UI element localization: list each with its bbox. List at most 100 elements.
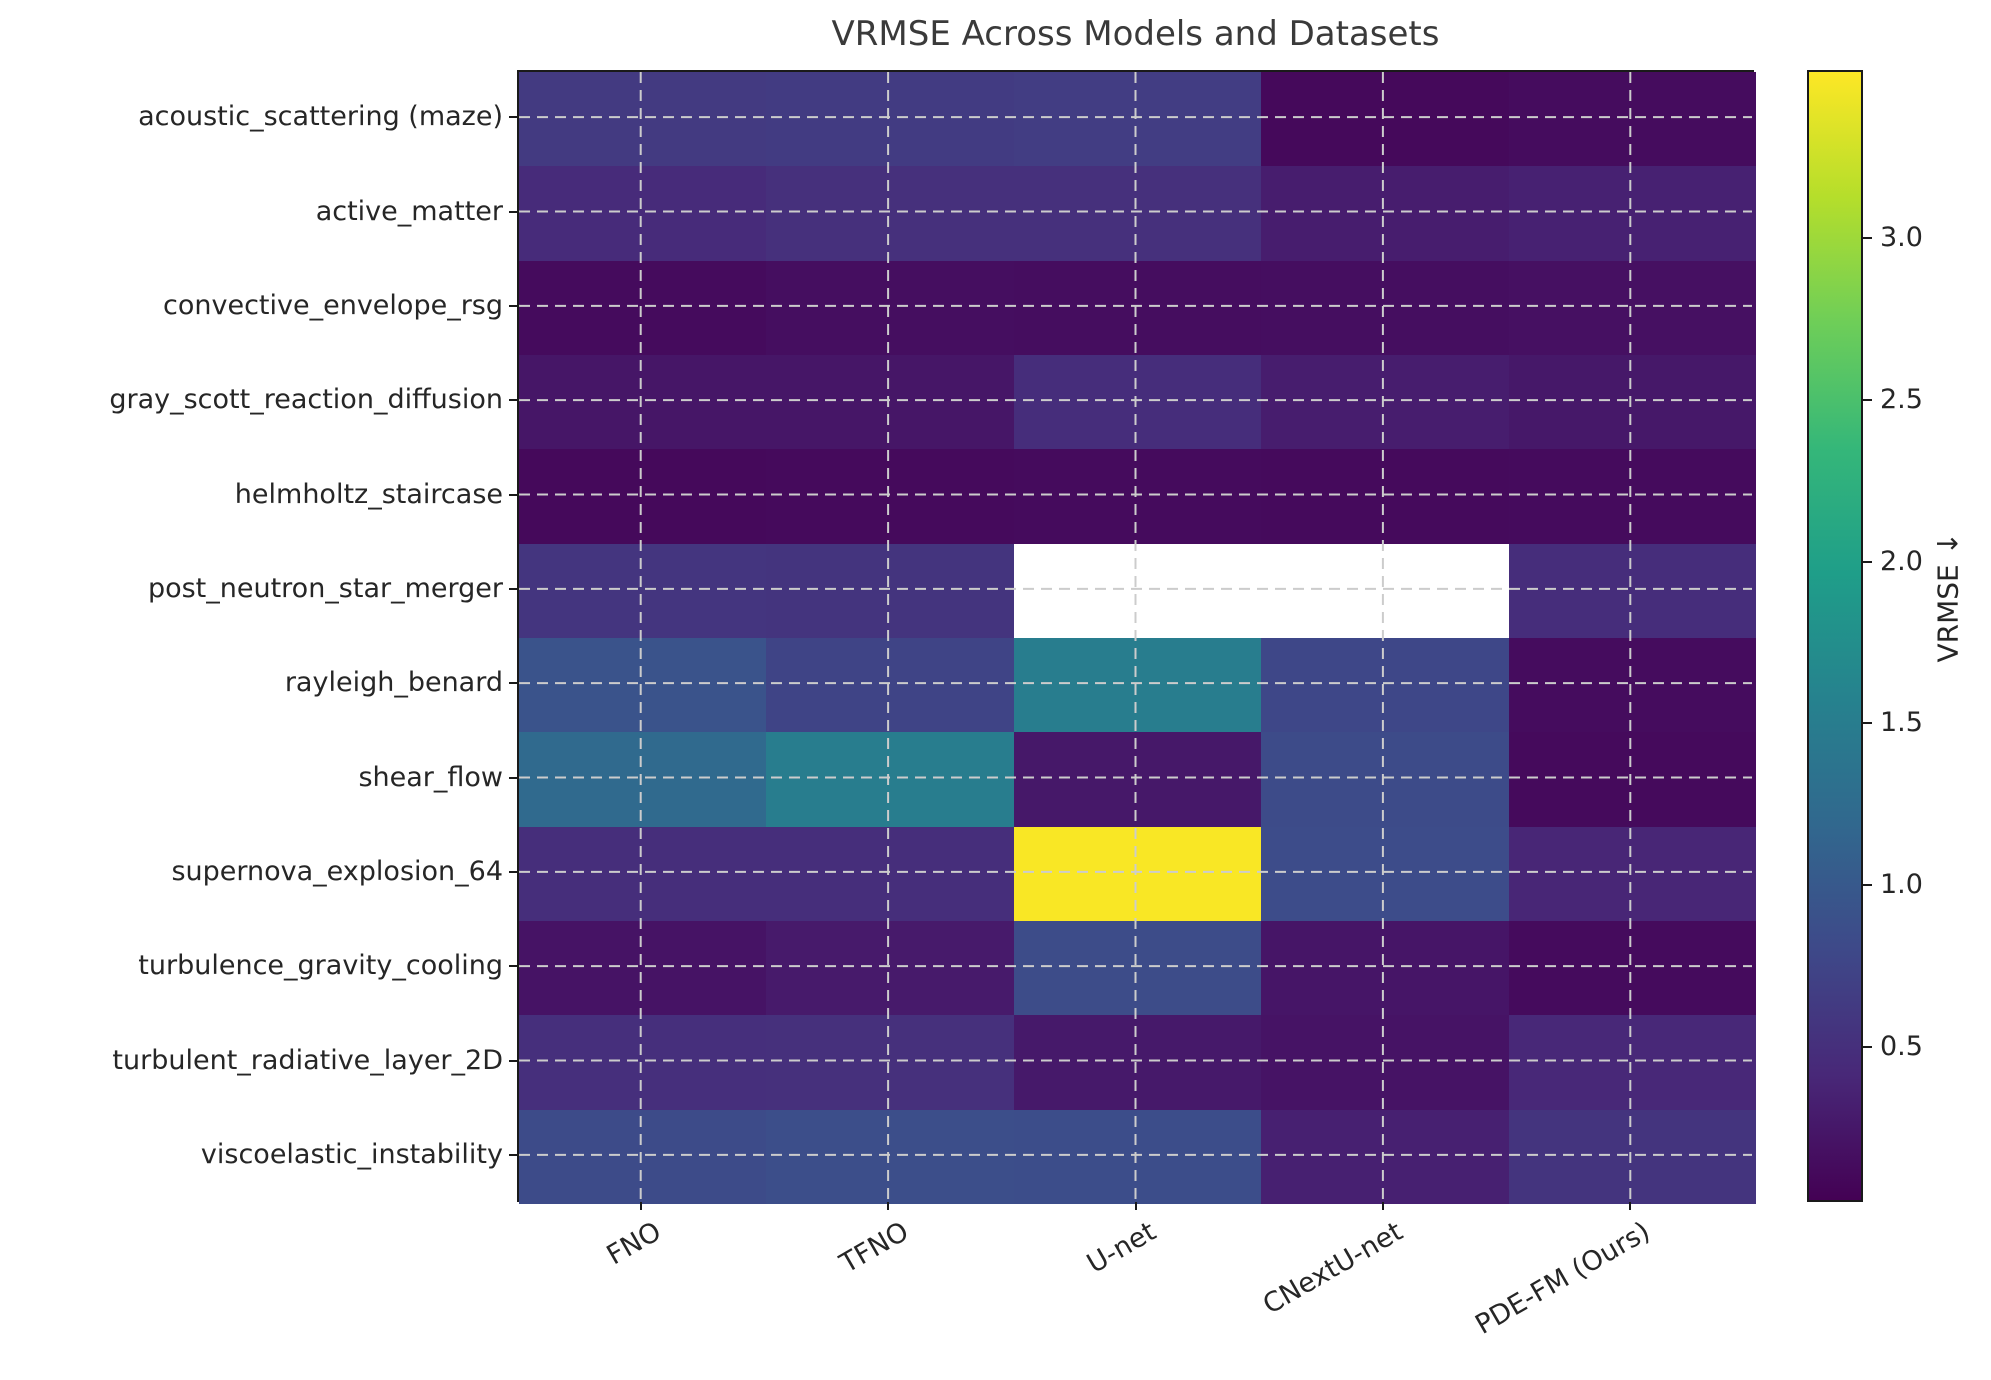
chart-title: VRMSE Across Models and Datasets: [831, 14, 1440, 54]
y-tick-label: rayleigh_benard: [284, 667, 503, 699]
heatmap-cell: [1261, 921, 1510, 1016]
heatmap-cell: [1261, 166, 1510, 262]
heatmap-cell: [1261, 543, 1510, 639]
heatmap-cell: [1013, 1015, 1262, 1111]
y-tick-label: turbulent_radiative_layer_2D: [112, 1044, 503, 1076]
heatmap-cell: [766, 826, 1015, 922]
heatmap-cell: [1013, 355, 1262, 450]
y-axis-tick: [509, 493, 517, 496]
heatmap-cell: [1261, 732, 1510, 828]
heatmap-cell: [766, 1015, 1015, 1111]
y-axis-tick: [509, 116, 517, 119]
heatmap-cell: [1013, 921, 1262, 1016]
x-tick-label: FNO: [601, 1216, 667, 1272]
colorbar-tick-label: 1.5: [1880, 707, 1923, 739]
heatmap-cell: [766, 1109, 1015, 1205]
heatmap-cell: [1013, 449, 1262, 545]
y-axis-tick: [509, 682, 517, 685]
y-axis-tick: [509, 210, 517, 213]
colorbar-tick: [1863, 884, 1872, 887]
colorbar-tick-label: 0.5: [1880, 1030, 1923, 1062]
heatmap-cell: [519, 732, 767, 828]
y-axis-tick: [509, 870, 517, 873]
heatmap-cell: [1013, 166, 1262, 262]
heatmap-cell: [1508, 638, 1757, 733]
x-tick-label: CNextU-net: [1258, 1216, 1409, 1321]
heatmap-cell: [1508, 1109, 1757, 1205]
heatmap-cell: [766, 543, 1015, 639]
heatmap-cell: [1508, 732, 1757, 828]
heatmap-cell: [766, 449, 1015, 545]
heatmap-cell: [1261, 260, 1510, 356]
heatmap-cell: [1508, 260, 1757, 356]
heatmap-cell: [519, 1015, 767, 1111]
heatmap-cell: [519, 449, 767, 545]
x-tick-label: PDE-FM (Ours): [1470, 1216, 1656, 1341]
heatmap-cell: [766, 638, 1015, 733]
heatmap-cell: [1013, 638, 1262, 733]
y-axis-tick: [509, 1153, 517, 1156]
heatmap-cell: [1508, 826, 1757, 922]
y-axis-tick: [509, 776, 517, 779]
colorbar-label: VRMSE ↓: [1931, 531, 1965, 663]
heatmap-cell: [519, 826, 767, 922]
heatmap-cell: [519, 1109, 767, 1205]
y-axis-tick: [509, 587, 517, 590]
heatmap-cell: [766, 921, 1015, 1016]
heatmap-cell: [766, 166, 1015, 262]
heatmap-plot-area: [517, 70, 1757, 1205]
heatmap-cell: [1013, 260, 1262, 356]
y-axis-tick: [509, 399, 517, 402]
heatmap-cell: [1013, 72, 1262, 167]
colorbar: [1807, 70, 1863, 1202]
heatmap-cell: [519, 260, 767, 356]
heatmap-cell: [519, 543, 767, 639]
colorbar-tick: [1863, 560, 1872, 563]
heatmap-cell: [519, 166, 767, 262]
heatmap-cell: [519, 921, 767, 1016]
heatmap-cell: [1261, 1015, 1510, 1111]
y-tick-label: helmholtz_staircase: [234, 478, 503, 510]
x-axis-tick: [1381, 1202, 1384, 1210]
heatmap-cell: [1261, 72, 1510, 167]
colorbar-tick-label: 2.5: [1880, 383, 1923, 415]
y-tick-label: active_matter: [315, 195, 503, 227]
heatmap-cell: [1508, 921, 1757, 1016]
heatmap-cell: [1508, 166, 1757, 262]
colorbar-tick-label: 2.0: [1880, 545, 1923, 577]
heatmap-cell: [1013, 1109, 1262, 1205]
x-axis-tick: [1134, 1202, 1137, 1210]
heatmap-cell: [766, 355, 1015, 450]
heatmap-cell: [1508, 1015, 1757, 1111]
heatmap-cell: [1261, 826, 1510, 922]
x-tick-label: U-net: [1081, 1216, 1161, 1280]
y-axis-tick: [509, 304, 517, 307]
colorbar-tick: [1863, 1045, 1872, 1048]
y-tick-label: turbulence_gravity_cooling: [138, 950, 503, 982]
y-tick-label: gray_scott_reaction_diffusion: [109, 384, 503, 416]
heatmap-cell: [1261, 449, 1510, 545]
y-tick-label: post_neutron_star_merger: [147, 572, 503, 604]
y-tick-label: acoustic_scattering (maze): [138, 101, 503, 133]
x-axis-tick: [1629, 1202, 1632, 1210]
colorbar-tick: [1863, 237, 1872, 240]
heatmap-cell: [766, 732, 1015, 828]
y-tick-label: supernova_explosion_64: [171, 855, 503, 887]
y-tick-label: shear_flow: [358, 761, 503, 793]
heatmap-cell: [519, 638, 767, 733]
heatmap-cell: [1508, 72, 1757, 167]
heatmap-cell: [1261, 1109, 1510, 1205]
x-tick-label: TFNO: [834, 1216, 914, 1280]
heatmap-cell: [1508, 355, 1757, 450]
y-tick-label: convective_envelope_rsg: [163, 289, 503, 321]
y-axis-tick: [509, 965, 517, 968]
heatmap-cell: [1508, 449, 1757, 545]
y-tick-label: viscoelastic_instability: [200, 1138, 503, 1170]
heatmap-cell: [519, 72, 767, 167]
heatmap-cell: [1013, 826, 1262, 922]
heatmap-cell: [1261, 638, 1510, 733]
heatmap-cell: [1261, 355, 1510, 450]
colorbar-tick: [1863, 722, 1872, 725]
heatmap-cell: [1508, 543, 1757, 639]
